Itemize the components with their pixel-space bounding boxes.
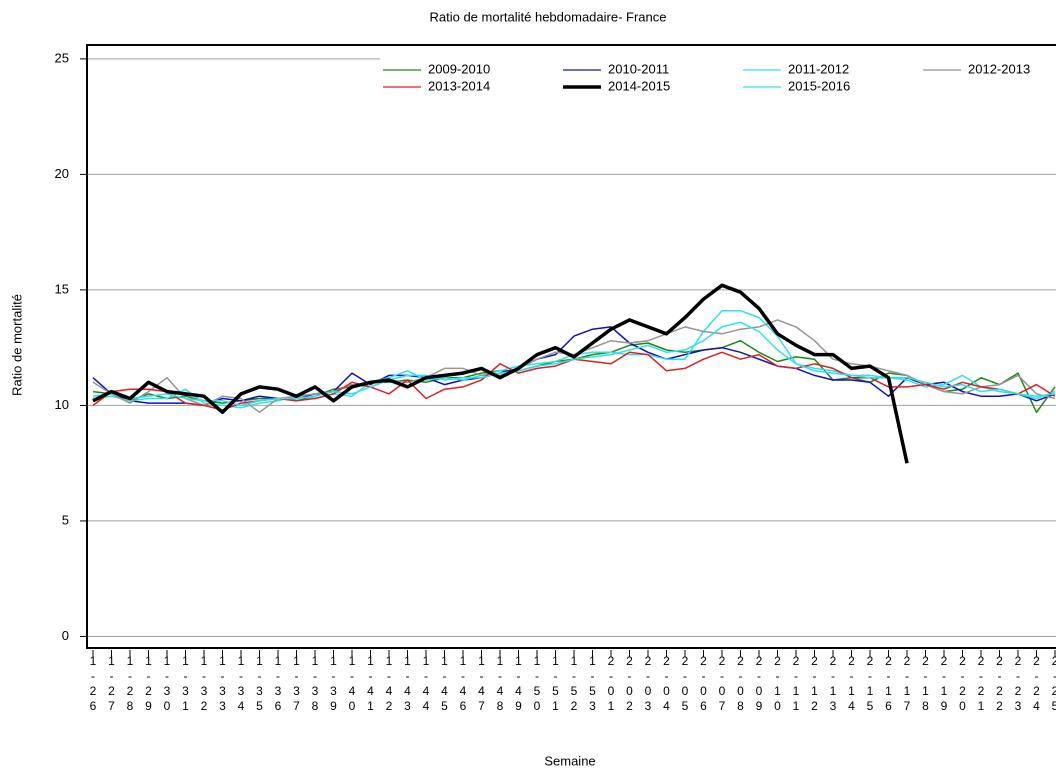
series-line: [92, 326, 1056, 407]
x-tick-label: 2-16: [882, 654, 896, 714]
x-tick-label: 1-29: [142, 654, 156, 714]
x-tick-label: 2-07: [715, 654, 729, 714]
legend-label: 2012-2013: [968, 61, 1030, 76]
x-tick-label: 2-04: [660, 654, 674, 714]
x-tick-label: 1-32: [197, 654, 211, 714]
x-tick-label: 1-28: [123, 654, 137, 714]
x-tick-label: 1-53: [586, 654, 600, 714]
x-tick-label: 2-10: [771, 654, 785, 714]
x-tick-label: 1-50: [530, 654, 544, 714]
x-tick-label: 1-39: [327, 654, 341, 714]
legend-background: [380, 56, 1056, 98]
x-tick-label: 2-11: [789, 654, 803, 714]
x-tick-label: 1-45: [438, 654, 452, 714]
x-tick-label: 2-17: [900, 654, 914, 714]
plot-frame: [86, 44, 1056, 649]
x-tick-label: 1-41: [364, 654, 378, 714]
x-tick-label: 1-36: [271, 654, 285, 714]
x-tick-label: 2-24: [1030, 654, 1044, 714]
x-tick-label: 2-05: [678, 654, 692, 714]
x-tick-label: 1-35: [253, 654, 267, 714]
x-tick-label: 1-51: [549, 654, 563, 714]
chart-title: Ratio de mortalité hebdomadaire- France: [429, 9, 666, 24]
legend-label: 2010-2011: [608, 61, 669, 76]
x-tick-label: 1-38: [308, 654, 322, 714]
x-tick-label: 2-02: [623, 654, 637, 714]
legend-label: 2013-2014: [428, 78, 490, 93]
x-tick-label: 1-44: [419, 654, 433, 714]
legend-label: 2015-2016: [788, 78, 850, 93]
x-tick-label: 2-12: [808, 654, 822, 714]
x-tick-label: 2-21: [974, 654, 988, 714]
y-tick-label: 5: [62, 512, 69, 527]
x-tick-label: 2-15: [863, 654, 877, 714]
series-line: [92, 283, 909, 464]
x-tick-label: 2-25: [1048, 654, 1056, 714]
x-tick-label: 2-19: [937, 654, 951, 714]
x-tick-label: 2-18: [919, 654, 933, 714]
x-tick-label: 1-27: [105, 654, 119, 714]
y-tick-label: 20: [55, 166, 69, 181]
x-tick-label: 1-42: [382, 654, 396, 714]
x-tick-label: 1-46: [456, 654, 470, 714]
x-tick-label: 1-52: [567, 654, 581, 714]
x-tick-label: 1-34: [234, 654, 248, 714]
x-tick-label: 1-49: [512, 654, 526, 714]
x-tick-label: 1-48: [493, 654, 507, 714]
x-axis-label: Semaine: [544, 753, 595, 768]
x-tick-label: 1-30: [160, 654, 174, 714]
x-tick-label: 2-22: [993, 654, 1007, 714]
x-tick-label: 1-37: [290, 654, 304, 714]
x-tick-label: 1-33: [216, 654, 230, 714]
series-line: [92, 321, 1056, 407]
x-tick-label: 1-47: [475, 654, 489, 714]
x-tick-label: 2-14: [845, 654, 859, 714]
x-tick-label: 2-03: [641, 654, 655, 714]
x-tick-label: 1-31: [179, 654, 193, 714]
legend-label: 2011-2012: [788, 61, 849, 76]
x-tick-label: 2-01: [604, 654, 618, 714]
x-tick-label: 1-26: [86, 654, 100, 714]
legend-label: 2009-2010: [428, 61, 490, 76]
y-axis-label: Ratio de mortalité: [9, 294, 24, 396]
x-tick-label: 2-06: [697, 654, 711, 714]
x-tick-label: 2-23: [1011, 654, 1025, 714]
x-tick-label: 2-08: [734, 654, 748, 714]
x-tick-label: 1-43: [401, 654, 415, 714]
y-tick-label: 15: [55, 281, 69, 296]
y-tick-label: 10: [55, 397, 69, 412]
x-tick-label: 2-09: [752, 654, 766, 714]
y-tick-label: 25: [55, 50, 69, 65]
legend-label: 2014-2015: [608, 78, 670, 93]
x-tick-label: 2-13: [826, 654, 840, 714]
series-line: [92, 319, 1056, 414]
x-tick-label: 1-40: [345, 654, 359, 714]
y-tick-label: 0: [62, 628, 69, 643]
x-tick-label: 2-20: [956, 654, 970, 714]
